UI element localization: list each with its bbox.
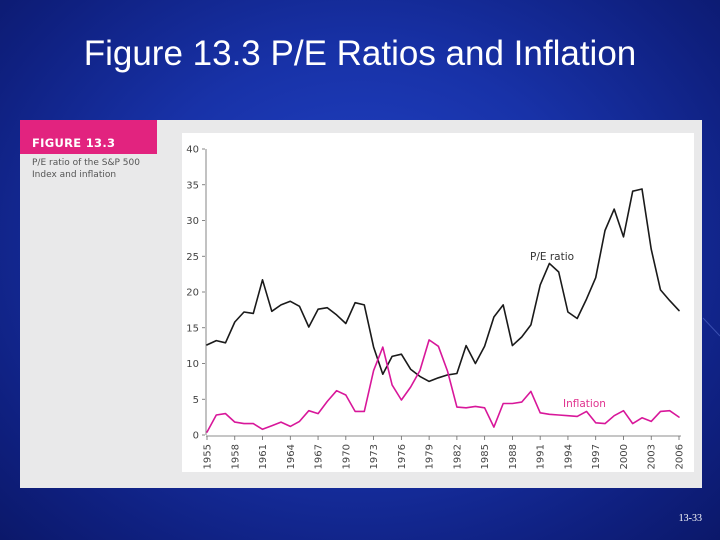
x-tick-label: 1991: [536, 444, 547, 469]
x-tick-label: 2006: [675, 444, 686, 469]
figure-caption-line1: P/E ratio of the S&P 500: [32, 158, 140, 168]
figure-tag: FIGURE 13.3: [20, 120, 157, 154]
figure-caption: P/E ratio of the S&P 500 Index and infla…: [32, 157, 157, 181]
y-tick-label: 25: [186, 252, 199, 263]
x-tick-label: 1997: [591, 444, 602, 469]
x-tick-label: 1973: [369, 444, 380, 469]
pe-ratio-label: P/E ratio: [530, 251, 574, 263]
figure-tag-text: FIGURE 13.3: [32, 136, 116, 150]
decor-layer: [702, 317, 720, 337]
inflation-line: [206, 339, 680, 433]
y-tick-label: 30: [186, 216, 199, 227]
x-tick-label: 1967: [314, 444, 325, 469]
x-tick-label: 1958: [230, 444, 241, 469]
inflation-label: Inflation: [563, 398, 606, 410]
x-tick-label: 1994: [563, 444, 574, 469]
x-tick-label: 2003: [647, 444, 658, 469]
x-tick-label: 1979: [425, 444, 436, 469]
figure-caption-line2: Index and inflation: [32, 170, 117, 180]
y-tick-label: 5: [193, 395, 199, 406]
x-tick-label: 1964: [286, 444, 297, 469]
x-tick-label: 1955: [203, 444, 214, 469]
pe-ratio-line: [206, 188, 680, 383]
axes: 0 5 10 15 20 25 30 35 40 1955 1958 1961 1964 1967 1970…: [186, 145, 685, 470]
x-tick-label: 1976: [397, 444, 408, 469]
x-tick-label: 1982: [452, 444, 463, 469]
label-layer: P/E ratio Inflation: [530, 251, 606, 410]
y-tick-label: 0: [193, 431, 199, 442]
x-tick-label: 1985: [480, 444, 491, 469]
x-tick-label: 1970: [341, 444, 352, 469]
slide-title: Figure 13.3 P/E Ratios and Inflation: [83, 34, 637, 73]
y-tick-label: 20: [186, 288, 199, 299]
decorative-line: [702, 317, 720, 337]
y-tick-label: 15: [186, 323, 199, 334]
page-number: 13-33: [678, 513, 702, 524]
plot-area: [182, 133, 694, 472]
x-tick-label: 2000: [619, 444, 630, 469]
y-tick-label: 10: [186, 359, 199, 370]
series-layer: [206, 188, 680, 433]
x-tick-label: 1988: [508, 444, 519, 469]
y-tick-label: 35: [186, 180, 199, 191]
y-tick-label: 40: [186, 145, 199, 156]
x-tick-label: 1961: [258, 444, 269, 469]
